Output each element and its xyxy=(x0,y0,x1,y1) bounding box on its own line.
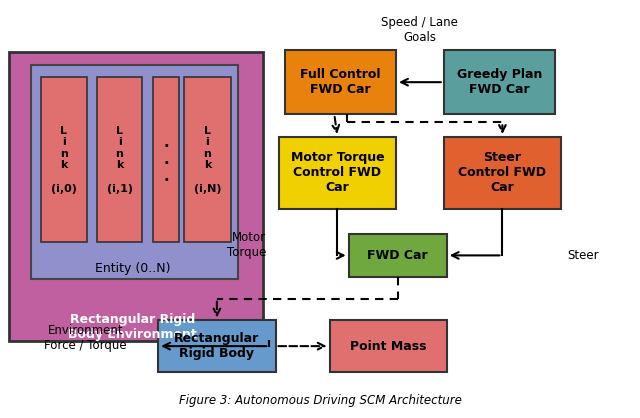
Text: Steer: Steer xyxy=(568,249,599,262)
Text: Figure 3: Autonomous Driving SCM Architecture: Figure 3: Autonomous Driving SCM Archite… xyxy=(179,394,461,407)
Bar xyxy=(444,50,555,114)
Bar xyxy=(158,320,276,372)
Bar xyxy=(31,65,237,279)
Bar xyxy=(349,234,447,277)
Bar xyxy=(97,77,142,242)
Text: FWD Car: FWD Car xyxy=(367,249,428,262)
Text: Greedy Plan
FWD Car: Greedy Plan FWD Car xyxy=(456,68,542,96)
Text: Speed / Lane
Goals: Speed / Lane Goals xyxy=(381,15,458,43)
Text: Entity (0..N): Entity (0..N) xyxy=(95,263,171,275)
Text: Environment
Force / Torque: Environment Force / Torque xyxy=(44,324,127,352)
Text: Point Mass: Point Mass xyxy=(350,340,426,353)
Bar xyxy=(184,77,231,242)
Bar xyxy=(41,77,86,242)
Bar xyxy=(330,320,447,372)
Text: L
i
n
k

(i,N): L i n k (i,N) xyxy=(194,125,221,194)
Text: Rectangular
Rigid Body: Rectangular Rigid Body xyxy=(174,332,260,360)
Text: .
.
.: . . . xyxy=(163,135,169,184)
Text: Rectangular Rigid
Body Environment: Rectangular Rigid Body Environment xyxy=(68,313,197,341)
Text: L
i
n
k

(i,1): L i n k (i,1) xyxy=(106,125,132,194)
Bar xyxy=(9,52,263,341)
Text: L
i
n
k

(i,0): L i n k (i,0) xyxy=(51,125,77,194)
Bar xyxy=(279,137,396,209)
Bar xyxy=(152,77,179,242)
Bar xyxy=(285,50,396,114)
Text: Motor
Torque: Motor Torque xyxy=(227,231,266,259)
Bar xyxy=(444,137,561,209)
Text: Steer
Control FWD
Car: Steer Control FWD Car xyxy=(458,151,547,194)
Text: Full Control
FWD Car: Full Control FWD Car xyxy=(300,68,381,96)
Text: Motor Torque
Control FWD
Car: Motor Torque Control FWD Car xyxy=(291,151,384,194)
